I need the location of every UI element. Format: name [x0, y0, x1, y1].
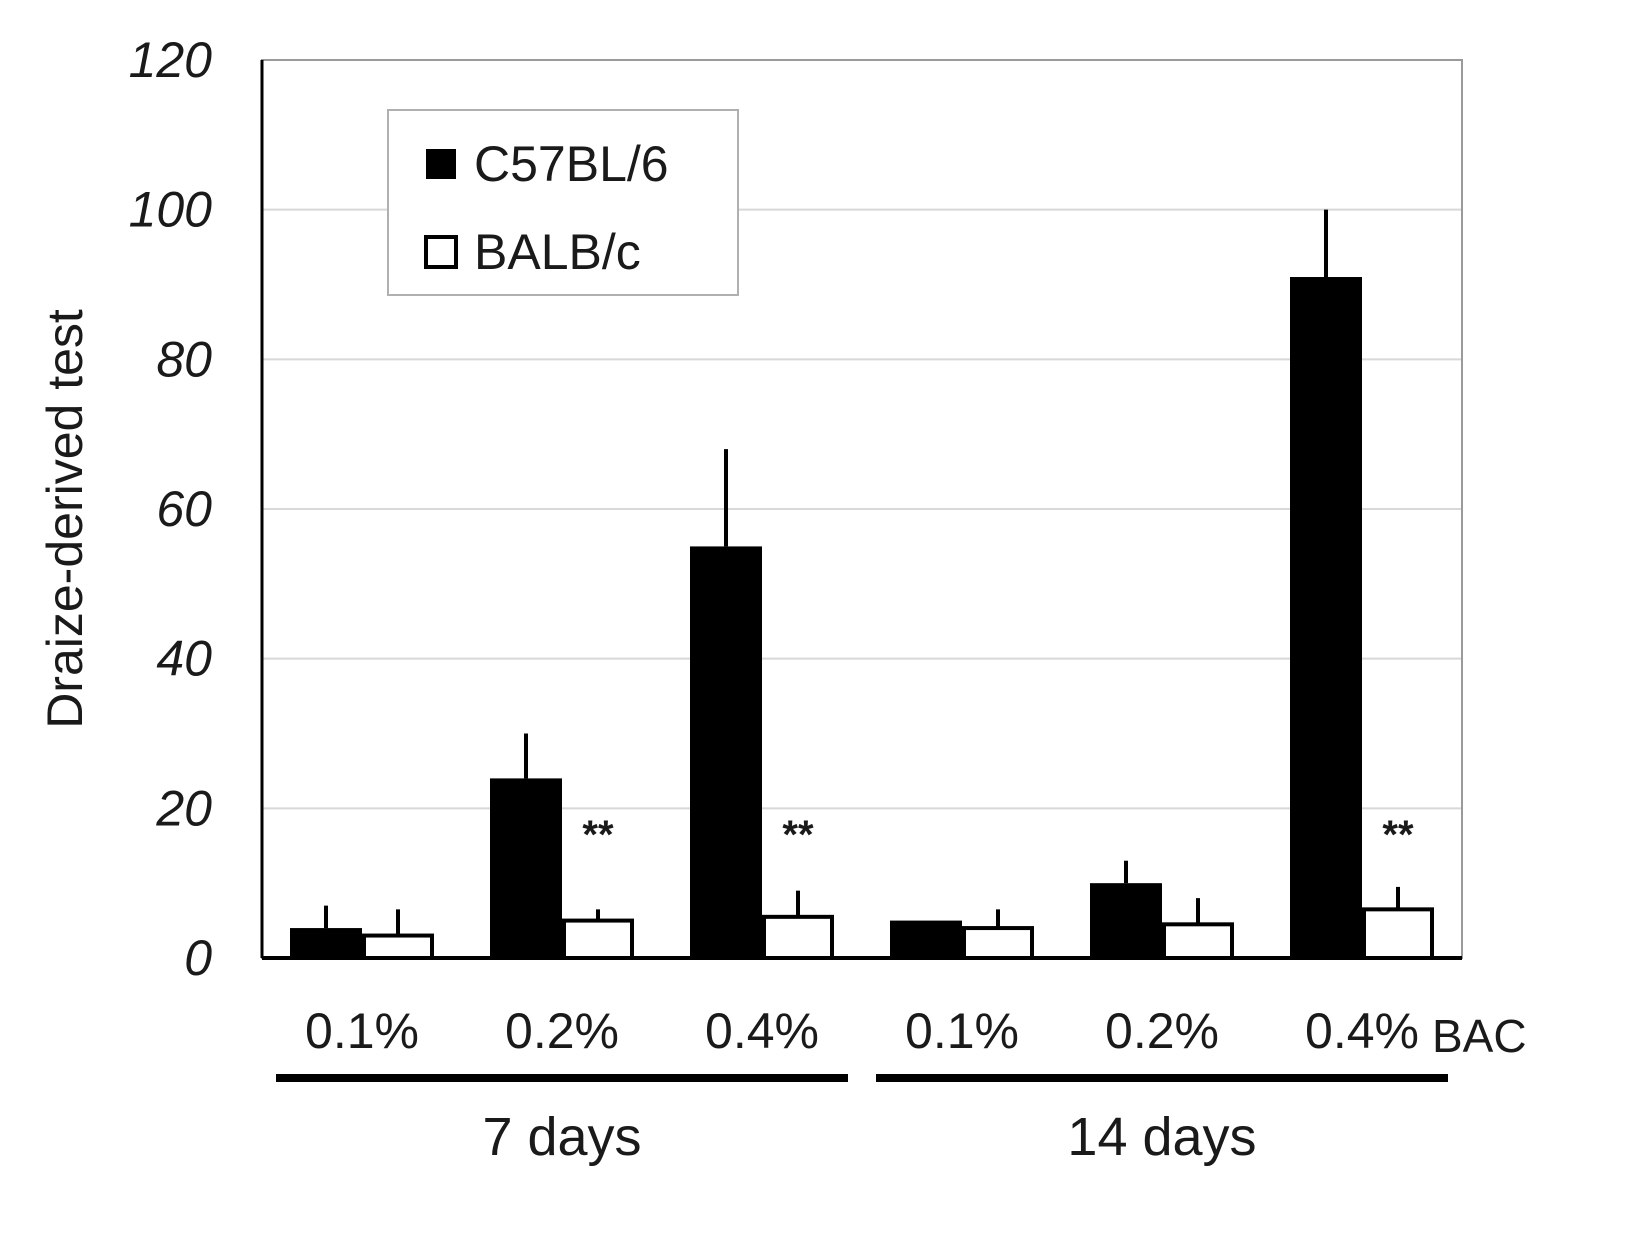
group-label: 14 days — [1067, 1107, 1256, 1167]
x-category-label: 0.1% — [305, 1003, 419, 1059]
bar-BALB/c — [762, 914, 834, 961]
x-category-label: 0.4% — [1305, 1003, 1419, 1059]
y-tick-label: 0 — [184, 930, 212, 986]
legend-swatch — [426, 149, 456, 179]
legend-entry: BALB/c — [474, 224, 641, 280]
bar-C57BL/6 — [1290, 277, 1362, 958]
x-category-labels: 0.1% 0.2% 0.4% 0.1% 0.2% 0.4% — [305, 1003, 1419, 1059]
bar-BALB/c — [1162, 922, 1234, 961]
category-suffix-label: BAC — [1432, 1010, 1527, 1062]
axes — [260, 60, 1462, 960]
legend: C57BL/6 BALB/c — [387, 109, 739, 296]
y-tick-label: 80 — [156, 331, 212, 387]
bar-C57BL/6 — [490, 778, 562, 958]
bar-C57BL/6 — [1090, 883, 1162, 958]
x-category-label: 0.1% — [905, 1003, 1019, 1059]
bar-BALB/c — [562, 918, 634, 960]
significance-marker: ** — [782, 813, 814, 857]
bar-C57BL/6 — [890, 920, 962, 958]
significance-marker: ** — [1382, 813, 1414, 857]
y-tick-labels: 0 20 40 60 80 100 120 — [129, 32, 213, 986]
y-axis-label: Draize-derived test — [37, 309, 93, 729]
x-category-label: 0.2% — [505, 1003, 619, 1059]
bar-BALB/c — [1362, 907, 1434, 961]
bar-BALB/c — [362, 933, 434, 960]
legend-swatch — [424, 235, 458, 269]
legend-entry: C57BL/6 — [474, 136, 669, 192]
bar-BALB/c — [962, 926, 1034, 960]
group-label: 7 days — [482, 1107, 641, 1167]
y-tick-label: 20 — [155, 780, 212, 836]
annotations: ** ** ** — [582, 813, 1414, 857]
x-category-label: 0.4% — [705, 1003, 819, 1059]
y-tick-label: 120 — [129, 32, 213, 88]
x-category-label: 0.2% — [1105, 1003, 1219, 1059]
significance-marker: ** — [582, 813, 614, 857]
y-tick-label: 100 — [129, 182, 213, 238]
bar-C57BL/6 — [290, 928, 362, 958]
group-labels: 7 days 14 days — [276, 1074, 1448, 1167]
y-tick-label: 60 — [156, 481, 212, 537]
y-tick-label: 40 — [156, 631, 212, 687]
bars — [290, 209, 1434, 961]
bar-C57BL/6 — [690, 546, 762, 958]
